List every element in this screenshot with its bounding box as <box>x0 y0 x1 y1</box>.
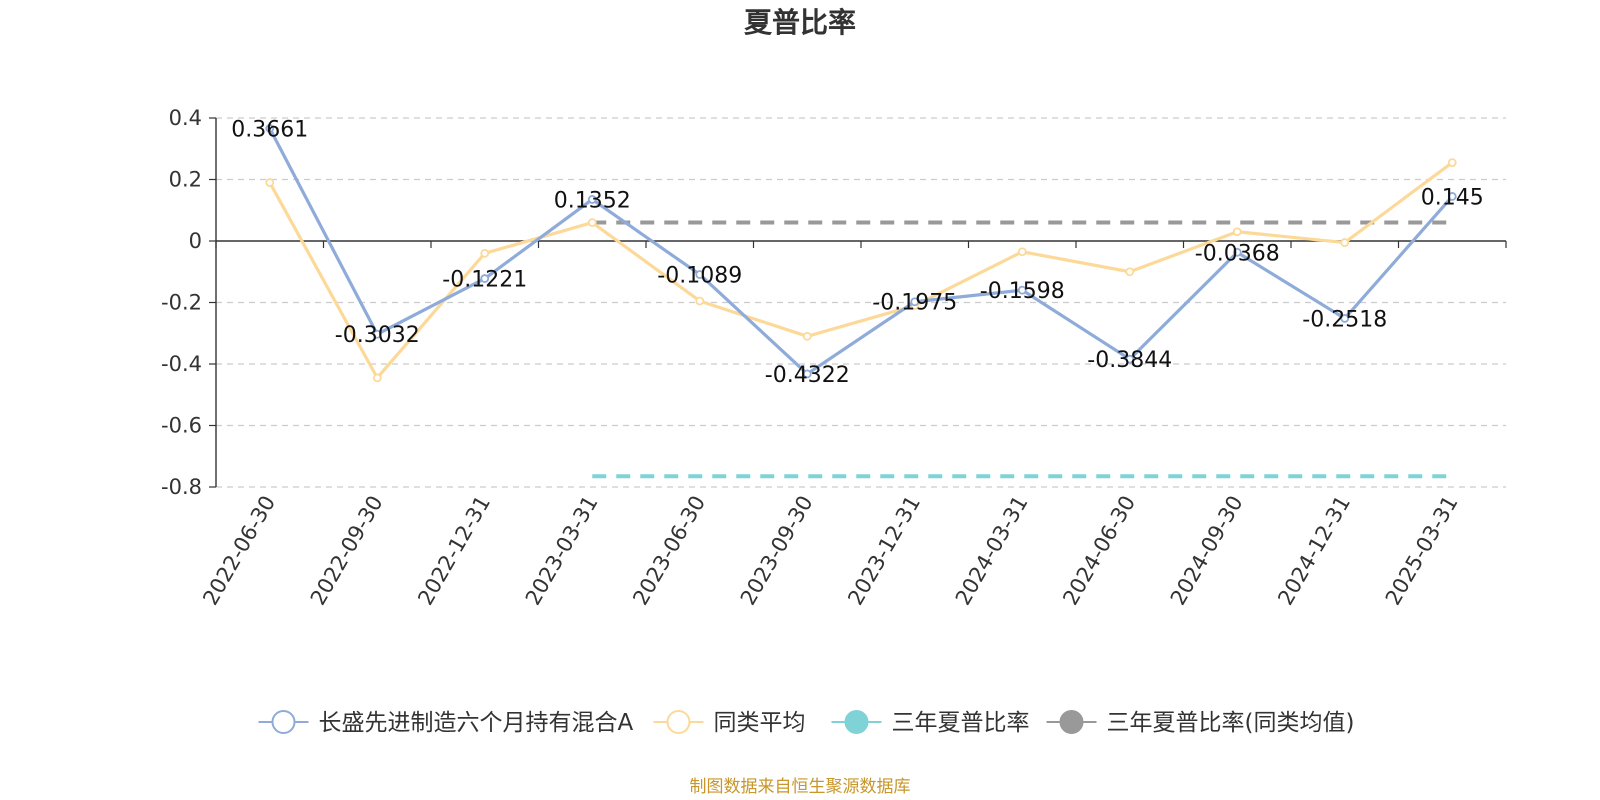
data-label: 0.145 <box>1421 185 1484 210</box>
legend-item[interactable]: 三年夏普比率 <box>831 710 1030 736</box>
y-tick-label: 0.2 <box>169 168 202 192</box>
source-note: 制图数据来自恒生聚源数据库 <box>690 777 911 797</box>
data-point <box>802 331 812 341</box>
legend-marker-icon <box>271 710 296 734</box>
y-tick-label: 0.4 <box>169 106 202 130</box>
data-label: -0.1089 <box>657 263 742 288</box>
data-point <box>802 369 812 379</box>
x-tick-label: 2023-09-30 <box>736 492 818 610</box>
data-label: -0.2518 <box>1302 307 1387 332</box>
legend-item[interactable]: 三年夏普比率(同类均值) <box>1046 710 1355 736</box>
y-tick-label: -0.8 <box>161 475 202 499</box>
data-label: -0.3844 <box>1087 348 1172 373</box>
data-point <box>1125 354 1135 364</box>
data-point <box>372 373 382 383</box>
x-tick-label: 2024-06-30 <box>1058 492 1140 610</box>
data-labels: 0.3661 -0.3032 -0.1221 0.1352 -0.1089 -0.4322… <box>231 117 1483 387</box>
legend-label: 三年夏普比率(同类均值) <box>1107 710 1355 736</box>
x-tick-label: 2023-03-31 <box>521 492 603 610</box>
data-point <box>1017 247 1027 257</box>
y-tick-label: -0.4 <box>161 352 202 376</box>
x-tick-label: 2025-03-31 <box>1381 492 1463 610</box>
data-point <box>480 274 490 283</box>
data-label: -0.4322 <box>765 363 850 388</box>
data-point <box>1447 192 1457 201</box>
data-point <box>910 297 920 307</box>
data-point <box>1232 227 1242 237</box>
legend-item[interactable]: 长盛先进制造六个月持有混合A <box>258 710 634 736</box>
legend-item[interactable]: 同类平均 <box>653 710 806 736</box>
x-tick-label: 2024-09-30 <box>1166 492 1248 610</box>
data-label: 0.3661 <box>231 117 308 142</box>
legend[interactable]: 长盛先进制造六个月持有混合A 同类平均 三年夏普比率 三年夏普比率(同类均值) <box>258 710 1355 736</box>
data-point <box>1340 238 1350 247</box>
data-point <box>480 248 490 258</box>
data-label: -0.1221 <box>442 268 527 293</box>
legend-label: 三年夏普比率 <box>892 710 1030 736</box>
x-tick-label: 2024-12-31 <box>1273 492 1355 610</box>
data-label: -0.0368 <box>1195 241 1280 266</box>
data-point <box>372 329 382 339</box>
data-point <box>1447 158 1457 167</box>
data-point <box>695 270 705 279</box>
x-tick-label: 2023-12-31 <box>843 492 925 610</box>
data-point <box>1017 285 1027 295</box>
x-tick-label: 2022-09-30 <box>306 492 388 610</box>
data-point <box>587 218 597 227</box>
x-tick-label: 2023-06-30 <box>628 492 710 610</box>
legend-marker-icon <box>1059 710 1084 734</box>
data-label: 0.1352 <box>554 188 631 213</box>
data-point <box>587 195 597 204</box>
data-point <box>1340 314 1350 323</box>
legend-label: 同类平均 <box>714 710 806 736</box>
data-label: -0.1598 <box>980 279 1065 304</box>
x-tick-label: 2024-03-31 <box>951 492 1033 610</box>
data-label: -0.3032 <box>335 323 420 348</box>
reference-lines <box>592 220 1453 479</box>
series-line <box>268 161 1454 380</box>
data-point <box>1232 247 1242 257</box>
legend-label: 长盛先进制造六个月持有混合A <box>319 710 634 736</box>
grid-lines <box>216 117 1506 488</box>
x-tick-label: 2022-06-30 <box>198 492 280 610</box>
chart-title: 夏普比率 <box>744 6 856 39</box>
series-line <box>268 127 1454 376</box>
data-point <box>265 178 275 187</box>
data-label: -0.1975 <box>872 291 957 316</box>
data-point <box>265 124 275 133</box>
data-point <box>1125 267 1135 277</box>
legend-marker-icon <box>666 710 691 734</box>
data-point <box>695 296 705 306</box>
x-tick-label: 2022-12-31 <box>413 492 495 610</box>
y-tick-label: 0 <box>189 229 202 253</box>
series-lines <box>265 124 1457 383</box>
legend-marker-icon <box>844 710 869 734</box>
y-tick-label: -0.2 <box>161 291 202 315</box>
y-tick-label: -0.6 <box>161 414 202 438</box>
